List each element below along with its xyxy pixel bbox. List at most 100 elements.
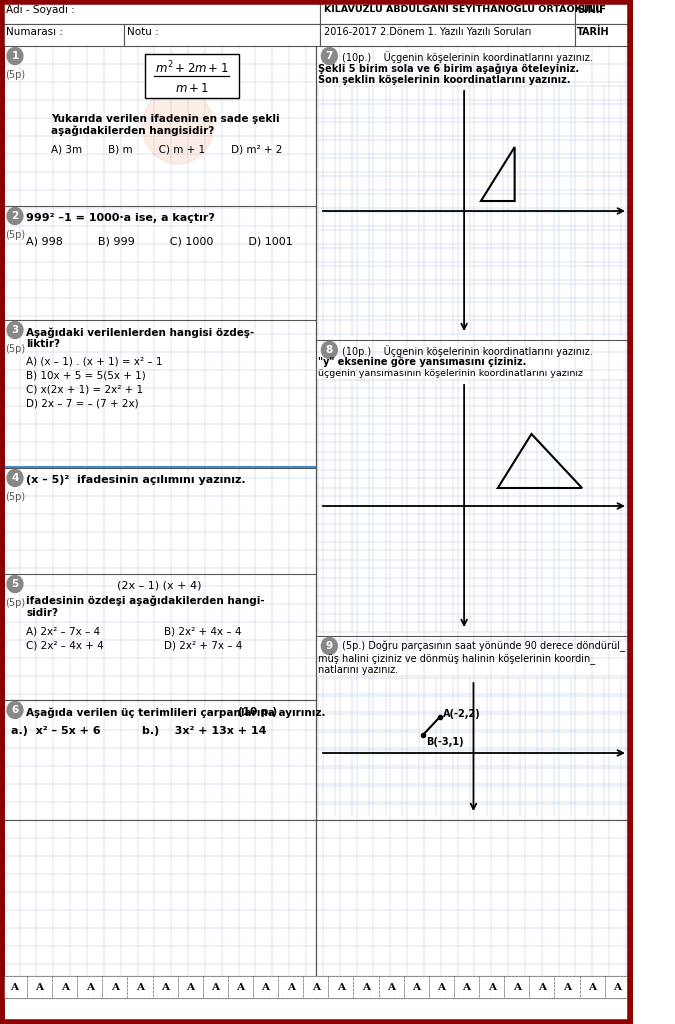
Text: A) 3m        B) m        C) m + 1        D) m² + 2: A) 3m B) m C) m + 1 D) m² + 2 — [51, 144, 283, 154]
Bar — [228, 976, 253, 998]
Text: Yukarıda verilen ifadenin en sade şekli: Yukarıda verilen ifadenin en sade şekli — [51, 114, 280, 124]
Text: A: A — [538, 982, 546, 991]
Bar — [379, 976, 404, 998]
Bar — [454, 976, 479, 998]
Bar — [253, 976, 278, 998]
Text: A: A — [362, 982, 370, 991]
Circle shape — [321, 47, 338, 65]
Text: A: A — [61, 982, 69, 991]
Circle shape — [7, 208, 23, 224]
Text: 999² –1 = 1000·a ise, a kaçtır?: 999² –1 = 1000·a ise, a kaçtır? — [26, 213, 215, 223]
Text: C) x(2x + 1) = 2x² + 1: C) x(2x + 1) = 2x² + 1 — [26, 384, 143, 394]
Bar — [576, 24, 630, 46]
Bar — [2, 2, 320, 24]
Text: B) 10x + 5 = 5(5x + 1): B) 10x + 5 = 5(5x + 1) — [26, 370, 146, 380]
Circle shape — [7, 701, 23, 719]
Text: A: A — [462, 982, 470, 991]
Text: $m+1$: $m+1$ — [175, 82, 209, 94]
Text: 3: 3 — [11, 325, 19, 335]
Text: A: A — [287, 982, 295, 991]
Bar — [404, 976, 429, 998]
Text: A: A — [437, 982, 446, 991]
Bar — [320, 2, 576, 24]
Circle shape — [321, 638, 338, 654]
Bar — [429, 976, 454, 998]
Text: (10p.)    Üçgenin köşelerinin koordinatlarını yazınız.: (10p.) Üçgenin köşelerinin koordinatları… — [342, 51, 593, 62]
Text: (5p): (5p) — [5, 492, 25, 502]
Text: Aşağıdaki verilenlerden hangisi özdeş-: Aşağıdaki verilenlerden hangisi özdeş- — [26, 327, 254, 338]
Text: (5p): (5p) — [5, 70, 25, 80]
Bar — [554, 976, 580, 998]
Text: a.)  x² – 5x + 6: a.) x² – 5x + 6 — [11, 726, 101, 736]
Text: A: A — [487, 982, 495, 991]
Text: (5p): (5p) — [5, 598, 25, 608]
Text: $m^2+2m+1$: $m^2+2m+1$ — [155, 59, 229, 77]
Circle shape — [7, 47, 23, 65]
Text: B) 2x² + 4x – 4: B) 2x² + 4x – 4 — [164, 626, 241, 636]
Text: sidir?: sidir? — [26, 608, 58, 618]
Text: 7: 7 — [325, 51, 333, 61]
Bar — [303, 976, 328, 998]
Text: (10p.)    Üçgenin köşelerinin koordinatlarını yazınız.: (10p.) Üçgenin köşelerinin koordinatları… — [342, 345, 593, 357]
Text: A) (x – 1) . (x + 1) = x² – 1: A) (x – 1) . (x + 1) = x² – 1 — [26, 356, 163, 366]
Text: A: A — [10, 982, 18, 991]
Bar — [145, 54, 238, 98]
Bar — [504, 976, 529, 998]
Text: 9: 9 — [326, 641, 333, 651]
Text: 2016-2017 2.Dönem 1. Yazılı Yazılı Soruları: 2016-2017 2.Dönem 1. Yazılı Yazılı Sorul… — [324, 27, 531, 37]
Text: liktir?: liktir? — [26, 339, 60, 349]
Text: Aşağıda verilen üç terimlileri çarpanlarına ayırınız.: Aşağıda verilen üç terimlileri çarpanlar… — [26, 707, 326, 718]
Text: 4: 4 — [11, 473, 19, 483]
Bar — [576, 2, 630, 24]
Bar — [328, 976, 354, 998]
Text: 2: 2 — [11, 211, 19, 221]
Text: A: A — [236, 982, 244, 991]
Circle shape — [7, 322, 23, 339]
Text: TARİH: TARİH — [577, 27, 610, 37]
Bar — [2, 24, 124, 46]
Text: A(-2,2): A(-2,2) — [443, 709, 481, 719]
Text: müş halini çiziniz ve dönmüş halinin köşelerinin koordin_: müş halini çiziniz ve dönmüş halinin köş… — [318, 653, 595, 664]
Bar — [479, 976, 504, 998]
Bar — [27, 976, 52, 998]
Text: A: A — [111, 982, 119, 991]
Text: (10 p.): (10 p.) — [238, 707, 277, 717]
Text: (5p.) Doğru parçasının saat yönünde 90 derece döndürül_: (5p.) Doğru parçasının saat yönünde 90 d… — [342, 641, 625, 652]
Text: A: A — [211, 982, 219, 991]
Text: A: A — [513, 982, 520, 991]
Text: D) 2x – 7 = – (7 + 2x): D) 2x – 7 = – (7 + 2x) — [26, 398, 139, 408]
Bar — [77, 976, 103, 998]
Text: A: A — [588, 982, 596, 991]
Text: A: A — [161, 982, 169, 991]
Bar — [124, 24, 320, 46]
Circle shape — [142, 88, 213, 164]
Bar — [605, 976, 630, 998]
Text: "y" eksenine göre yansımasını çiziniz.: "y" eksenine göre yansımasını çiziniz. — [318, 357, 526, 367]
Bar — [278, 976, 303, 998]
Text: A: A — [186, 982, 194, 991]
Text: 5: 5 — [11, 579, 19, 589]
Text: A) 2x² – 7x – 4: A) 2x² – 7x – 4 — [26, 626, 101, 636]
Text: A: A — [387, 982, 395, 991]
Text: D) 2x² + 7x – 4: D) 2x² + 7x – 4 — [164, 640, 242, 650]
Bar — [2, 976, 630, 998]
Bar — [178, 976, 202, 998]
Text: A: A — [563, 982, 571, 991]
Bar — [580, 976, 605, 998]
Bar — [128, 976, 153, 998]
Text: A: A — [412, 982, 421, 991]
Text: A: A — [136, 982, 144, 991]
Text: (5p): (5p) — [5, 344, 25, 354]
Text: Adı - Soyadı :: Adı - Soyadı : — [5, 5, 74, 15]
Text: 8: 8 — [326, 345, 333, 355]
Bar — [529, 976, 554, 998]
Text: Numarası :: Numarası : — [5, 27, 63, 37]
Text: SINIF: SINIF — [577, 5, 606, 15]
Text: (5p): (5p) — [5, 230, 25, 240]
Text: A: A — [262, 982, 269, 991]
Bar — [354, 976, 379, 998]
Text: KILAVUZLU ABDÜLGANİ SEYİTHANOĞLU ORTAOKULU: KILAVUZLU ABDÜLGANİ SEYİTHANOĞLU ORTAOKU… — [324, 5, 603, 14]
Text: natlarını yazınız.: natlarını yazınız. — [318, 665, 398, 675]
Text: A) 998          B) 999          C) 1000          D) 1001: A) 998 B) 999 C) 1000 D) 1001 — [26, 236, 293, 246]
Text: Şekli 5 birim sola ve 6 birim aşağıya öteleyiniz.: Şekli 5 birim sola ve 6 birim aşağıya öt… — [318, 63, 579, 74]
